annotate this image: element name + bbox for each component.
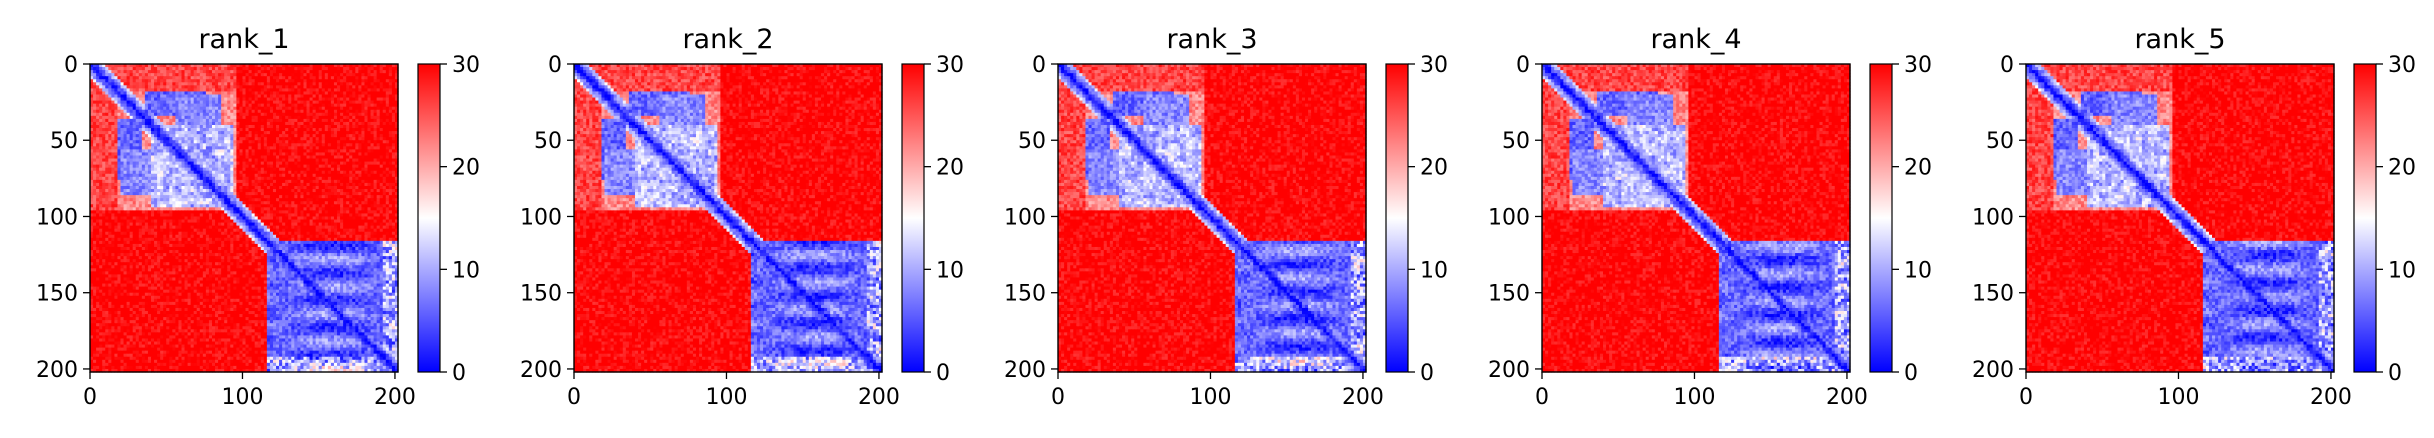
y-tick-label: 0 (64, 53, 78, 78)
colorbar-tick-label: 20 (936, 156, 964, 181)
colorbar-gradient (1870, 64, 1892, 372)
x-tick-label: 0 (567, 385, 581, 410)
colorbar-tick-label: 10 (2388, 258, 2416, 283)
colorbar: 0 10 20 30 (418, 53, 480, 386)
y-tick-label: 200 (1488, 358, 1530, 383)
y-tick-label: 150 (1488, 282, 1530, 307)
y-tick-label: 200 (1004, 358, 1046, 383)
heatmap (90, 64, 399, 373)
y-tick-label: 100 (1972, 205, 2014, 230)
colorbar-tick-label: 0 (2388, 361, 2402, 386)
heatmap (2026, 64, 2335, 373)
colorbar: 0 10 20 30 (902, 53, 964, 386)
y-tick-label: 0 (548, 53, 562, 78)
y-tick-label: 150 (520, 282, 562, 307)
heatmap (1542, 64, 1851, 373)
colorbar-tick-label: 10 (452, 258, 480, 283)
colorbar-gradient (418, 64, 440, 372)
colorbar-tick-label: 0 (936, 361, 950, 386)
x-tick-label: 0 (1535, 385, 1549, 410)
x-tick-label: 200 (374, 385, 416, 410)
x-tick-label: 200 (2310, 385, 2352, 410)
colorbar-gradient (2354, 64, 2376, 372)
colorbar-tick-label: 10 (1904, 258, 1932, 283)
colorbar: 0 10 20 30 (1870, 53, 1932, 386)
colorbar-tick-label: 10 (936, 258, 964, 283)
colorbar-tick-label: 0 (1904, 361, 1918, 386)
colorbar-tick-label: 10 (1420, 258, 1448, 283)
x-tick-label: 0 (2019, 385, 2033, 410)
x-tick-label: 200 (1826, 385, 1868, 410)
colorbar-tick-label: 30 (1420, 53, 1448, 78)
colorbar-tick-label: 20 (2388, 156, 2416, 181)
y-tick-label: 150 (36, 282, 78, 307)
colorbar-gradient (902, 64, 924, 372)
panel-title: rank_1 (198, 24, 289, 55)
y-tick-label: 200 (520, 358, 562, 383)
y-tick-label: 50 (50, 129, 78, 154)
colorbar-tick-label: 0 (452, 361, 466, 386)
y-tick-label: 100 (36, 205, 78, 230)
y-tick-label: 200 (1972, 358, 2014, 383)
y-tick-label: 50 (534, 129, 562, 154)
y-tick-label: 50 (1018, 129, 1046, 154)
x-tick-label: 100 (221, 385, 263, 410)
heatmap (574, 64, 883, 373)
panel-title: rank_5 (2134, 24, 2225, 55)
y-tick-label: 150 (1004, 282, 1046, 307)
x-tick-label: 200 (1342, 385, 1384, 410)
colorbar: 0 10 20 30 (2354, 53, 2416, 386)
x-tick-label: 100 (1673, 385, 1715, 410)
panel-title: rank_3 (1166, 24, 1257, 55)
colorbar-tick-label: 20 (452, 156, 480, 181)
x-tick-label: 100 (2157, 385, 2199, 410)
heatmap (1058, 64, 1367, 373)
colorbar-tick-label: 30 (936, 53, 964, 78)
y-tick-label: 50 (1502, 129, 1530, 154)
colorbar-tick-label: 0 (1420, 361, 1434, 386)
colorbar: 0 10 20 30 (1386, 53, 1448, 386)
y-tick-label: 100 (1488, 205, 1530, 230)
y-tick-label: 50 (1986, 129, 2014, 154)
y-tick-label: 150 (1972, 282, 2014, 307)
x-tick-label: 100 (1189, 385, 1231, 410)
panel-title: rank_4 (1650, 24, 1741, 55)
x-tick-label: 0 (83, 385, 97, 410)
y-tick-label: 100 (1004, 205, 1046, 230)
colorbar-tick-label: 30 (2388, 53, 2416, 78)
colorbar-tick-label: 30 (1904, 53, 1932, 78)
x-tick-label: 0 (1051, 385, 1065, 410)
colorbar-tick-label: 30 (452, 53, 480, 78)
colorbar-tick-label: 20 (1904, 156, 1932, 181)
y-tick-label: 0 (1516, 53, 1530, 78)
x-tick-label: 200 (858, 385, 900, 410)
panel-title: rank_2 (682, 24, 773, 55)
y-tick-label: 0 (1032, 53, 1046, 78)
colorbar-tick-label: 20 (1420, 156, 1448, 181)
y-tick-label: 200 (36, 358, 78, 383)
y-tick-label: 100 (520, 205, 562, 230)
colorbar-gradient (1386, 64, 1408, 372)
y-tick-label: 0 (2000, 53, 2014, 78)
x-tick-label: 100 (705, 385, 747, 410)
